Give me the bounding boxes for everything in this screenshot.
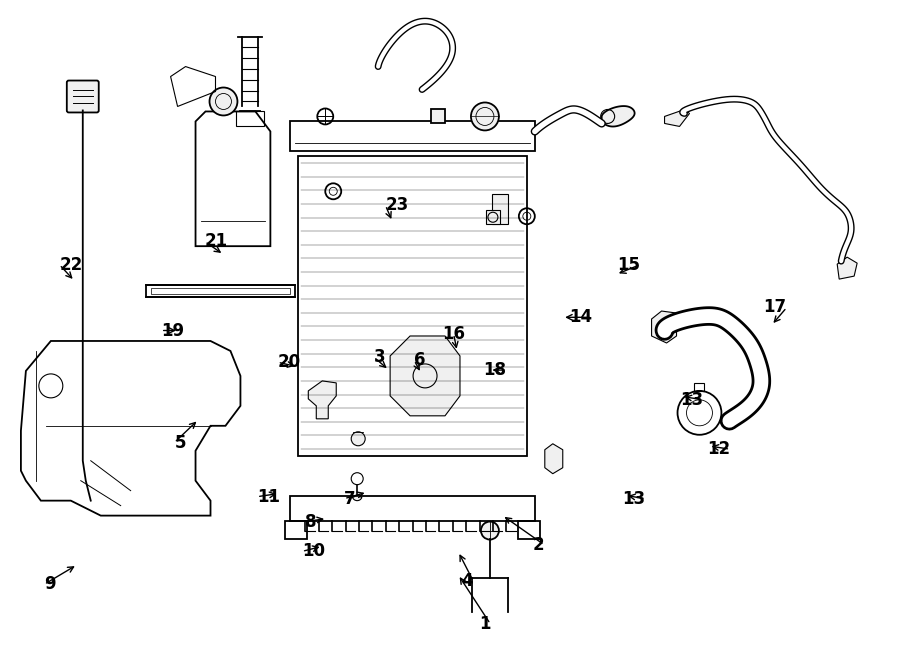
- Text: 11: 11: [256, 488, 280, 506]
- Polygon shape: [652, 311, 677, 343]
- Polygon shape: [837, 257, 857, 279]
- Bar: [486, 210, 500, 224]
- Bar: [518, 521, 540, 539]
- Text: 20: 20: [277, 353, 301, 371]
- Bar: [146, 285, 295, 297]
- Bar: [291, 122, 535, 151]
- Bar: [492, 194, 508, 224]
- Polygon shape: [309, 381, 337, 419]
- Bar: [237, 112, 265, 126]
- Polygon shape: [544, 444, 562, 474]
- Text: 15: 15: [617, 256, 641, 274]
- Text: 21: 21: [205, 233, 228, 251]
- Polygon shape: [602, 106, 634, 126]
- Bar: [695, 383, 705, 391]
- Circle shape: [481, 522, 499, 539]
- Text: 18: 18: [483, 361, 507, 379]
- Text: 4: 4: [462, 572, 473, 590]
- Text: 3: 3: [374, 348, 385, 366]
- Text: 17: 17: [764, 298, 787, 317]
- Text: 7: 7: [344, 490, 356, 508]
- Polygon shape: [390, 336, 460, 416]
- Text: 1: 1: [479, 615, 490, 633]
- Text: 8: 8: [304, 513, 316, 531]
- Text: 16: 16: [442, 325, 465, 343]
- FancyBboxPatch shape: [67, 81, 99, 112]
- Text: 22: 22: [59, 256, 83, 274]
- Text: 13: 13: [623, 490, 646, 508]
- Text: 9: 9: [44, 576, 56, 594]
- Text: 6: 6: [414, 351, 426, 369]
- Text: 5: 5: [175, 434, 185, 451]
- Text: 23: 23: [385, 196, 409, 214]
- Text: 14: 14: [569, 308, 592, 327]
- Polygon shape: [664, 110, 689, 126]
- Bar: [285, 521, 307, 539]
- Bar: [291, 496, 535, 521]
- Text: 13: 13: [680, 391, 703, 408]
- Bar: [298, 157, 526, 455]
- Circle shape: [351, 432, 365, 446]
- Text: 19: 19: [161, 321, 184, 340]
- Text: 10: 10: [302, 543, 325, 561]
- Wedge shape: [353, 496, 362, 500]
- Circle shape: [210, 87, 238, 116]
- Bar: [150, 288, 291, 294]
- Text: 12: 12: [707, 440, 730, 458]
- Bar: [431, 110, 445, 124]
- Text: 2: 2: [533, 536, 544, 554]
- Circle shape: [471, 102, 499, 130]
